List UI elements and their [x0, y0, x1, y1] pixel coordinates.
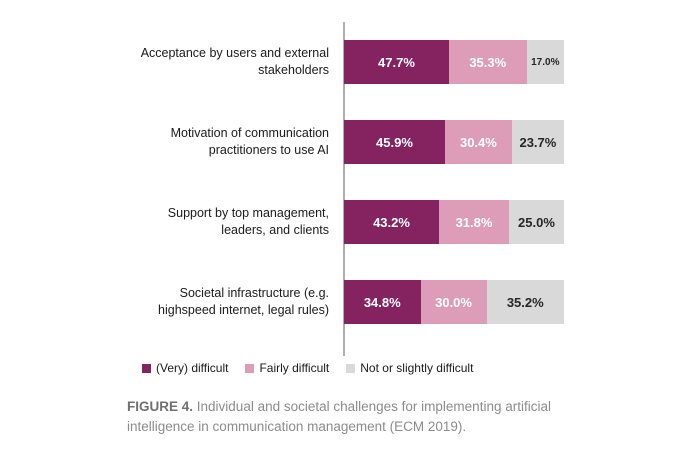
chart-row: Societal infrastructure (e.g. highspeed i…	[100, 262, 564, 342]
bar-segment: 47.7%	[344, 40, 449, 84]
bar-track: 43.2% 31.8% 25.0%	[344, 200, 564, 244]
legend-label: Fairly difficult	[259, 361, 330, 375]
bar-segment: 43.2%	[344, 200, 440, 244]
bar-track: 45.9% 30.4% 23.7%	[344, 120, 564, 164]
legend-swatch-icon	[346, 363, 356, 373]
legend-swatch-icon	[142, 363, 151, 373]
chart-row: Support by top management, leaders, and c…	[100, 182, 564, 262]
chart-row: Motivation of communication practitioners…	[100, 102, 564, 182]
bar-track: 34.8% 30.0% 35.2%	[344, 280, 564, 324]
legend-item: Fairly difficult	[245, 361, 329, 375]
figure-caption-text: Individual and societal challenges for i…	[127, 399, 551, 434]
figure-caption-label: FIGURE 4.	[127, 399, 194, 414]
bar-segment: 23.7%	[511, 120, 564, 164]
bar-segment: 35.2%	[486, 280, 564, 324]
bar-segment: 45.9%	[344, 120, 445, 164]
bar-segment: 25.0%	[508, 200, 564, 244]
category-label: Motivation of communication practitioners…	[170, 126, 329, 157]
category-label: Support by top management, leaders, and c…	[167, 206, 329, 237]
chart-legend: (Very) difficult Fairly difficult Not or s…	[142, 361, 582, 375]
legend-label: Not or slightly difficult	[360, 361, 474, 375]
figure-caption: FIGURE 4. Individual and societal challe…	[127, 397, 589, 436]
legend-swatch-icon	[245, 363, 255, 373]
bar-segment: 34.8%	[344, 280, 421, 324]
chart-row: Acceptance by users and external stakehol…	[100, 22, 564, 102]
bar-segment: 30.0%	[420, 280, 487, 324]
legend-item: (Very) difficult	[142, 361, 228, 375]
chart-rows: Acceptance by users and external stakehol…	[100, 22, 564, 342]
bar-segment: 35.3%	[448, 40, 527, 84]
stacked-bar-chart: Acceptance by users and external stakehol…	[100, 22, 564, 356]
bar-segment: 31.8%	[439, 200, 509, 244]
category-label: Societal infrastructure (e.g. highspeed i…	[158, 286, 329, 317]
legend-item: Not or slightly difficult	[346, 361, 473, 375]
bar-segment: 30.4%	[444, 120, 512, 164]
y-axis-line	[343, 22, 345, 356]
category-label: Acceptance by users and external stakehol…	[140, 46, 329, 77]
legend-label: (Very) difficult	[156, 361, 229, 375]
bar-segment: 17.0%	[526, 40, 564, 84]
bar-track: 47.7% 35.3% 17.0%	[344, 40, 564, 84]
